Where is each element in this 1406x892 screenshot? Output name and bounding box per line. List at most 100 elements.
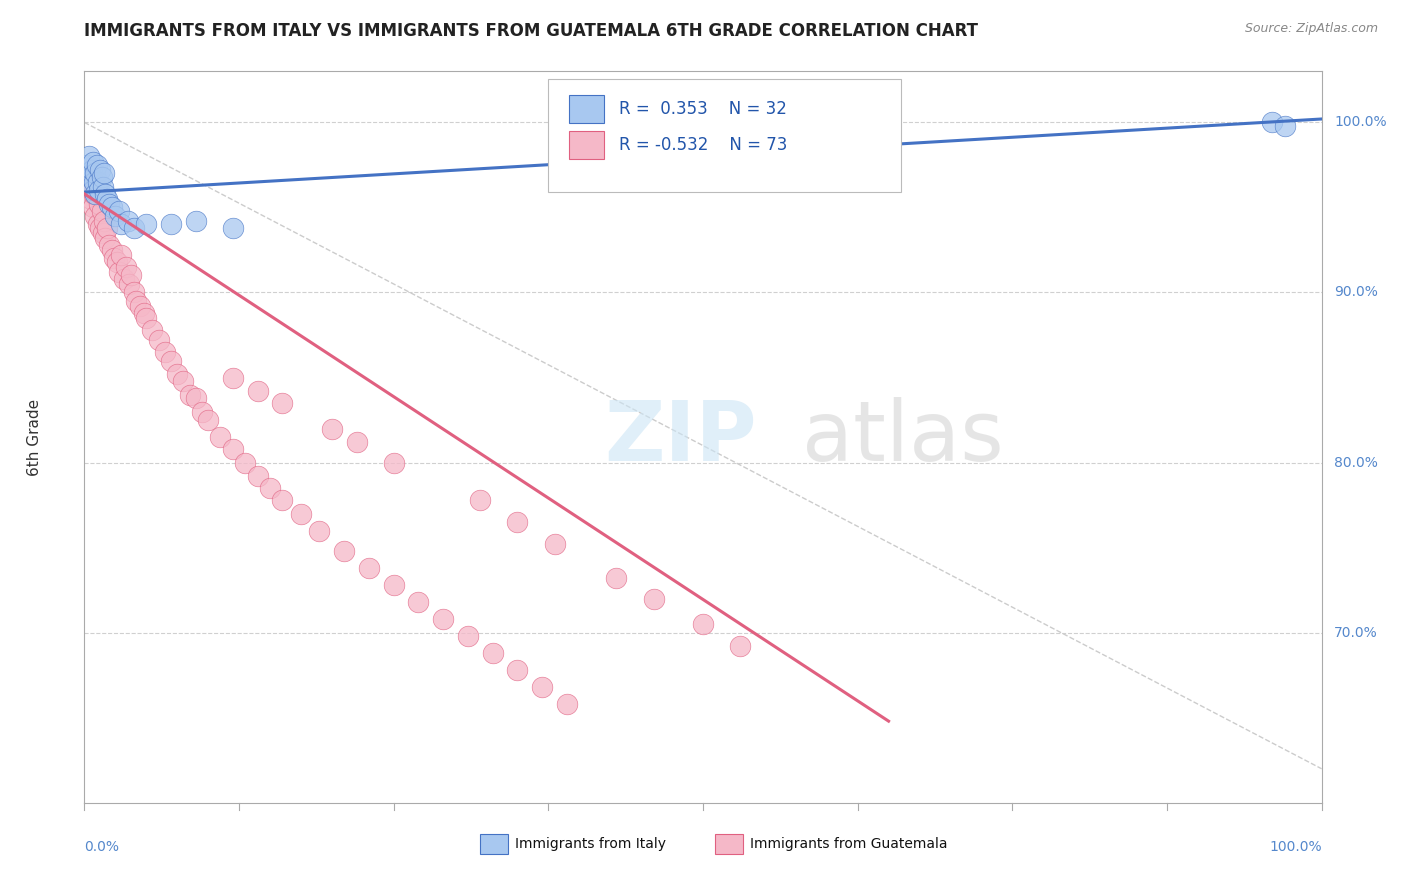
Point xyxy=(382,456,405,470)
Point xyxy=(110,218,132,232)
Text: 0.0%: 0.0% xyxy=(84,840,120,855)
Point xyxy=(346,435,368,450)
Point xyxy=(89,220,111,235)
Point xyxy=(94,231,117,245)
Point xyxy=(83,175,105,189)
Point xyxy=(83,186,105,201)
Text: R =  0.353    N = 32: R = 0.353 N = 32 xyxy=(619,100,787,118)
Point xyxy=(87,175,110,189)
Point xyxy=(222,220,245,235)
Point xyxy=(382,578,405,592)
Point xyxy=(457,629,479,643)
Point xyxy=(643,591,665,606)
Point xyxy=(82,201,104,215)
Point xyxy=(692,617,714,632)
Text: atlas: atlas xyxy=(801,397,1004,477)
Point xyxy=(246,469,269,483)
Point xyxy=(112,272,135,286)
Point xyxy=(79,169,101,184)
Point xyxy=(321,421,343,435)
Point xyxy=(94,186,117,201)
Point xyxy=(87,218,110,232)
Point xyxy=(506,515,529,529)
Point xyxy=(197,413,219,427)
Point xyxy=(100,201,122,215)
Text: Immigrants from Italy: Immigrants from Italy xyxy=(515,837,666,851)
Point xyxy=(89,183,111,197)
Point xyxy=(108,265,131,279)
Text: R = -0.532    N = 73: R = -0.532 N = 73 xyxy=(619,136,787,154)
Point xyxy=(96,192,118,206)
Point xyxy=(222,370,245,384)
Text: 6th Grade: 6th Grade xyxy=(27,399,42,475)
Point xyxy=(408,595,430,609)
Point xyxy=(470,493,492,508)
Text: 100.0%: 100.0% xyxy=(1334,115,1386,129)
Text: 70.0%: 70.0% xyxy=(1334,625,1378,640)
Point xyxy=(115,260,138,274)
Bar xyxy=(569,131,605,159)
Point xyxy=(89,163,111,178)
Point xyxy=(84,209,107,223)
Point xyxy=(271,493,294,508)
Point xyxy=(246,384,269,399)
Text: 90.0%: 90.0% xyxy=(1334,285,1378,300)
Point xyxy=(148,333,170,347)
FancyBboxPatch shape xyxy=(548,78,901,192)
Point xyxy=(129,299,152,313)
Point xyxy=(179,387,201,401)
Point xyxy=(271,396,294,410)
Point xyxy=(91,180,114,194)
Bar xyxy=(569,95,605,122)
Point xyxy=(90,169,112,184)
Point xyxy=(93,214,115,228)
Point xyxy=(118,277,141,291)
Point xyxy=(77,166,100,180)
Point xyxy=(80,169,103,184)
Point xyxy=(82,154,104,169)
Point xyxy=(333,544,356,558)
Bar xyxy=(716,833,742,854)
Point xyxy=(531,680,554,694)
Point xyxy=(98,197,121,211)
Point xyxy=(222,442,245,456)
Point xyxy=(93,166,115,180)
Point xyxy=(86,158,108,172)
Point xyxy=(308,524,330,538)
Point xyxy=(79,149,101,163)
Point xyxy=(77,183,100,197)
Point xyxy=(543,537,565,551)
Point xyxy=(80,163,103,178)
Point xyxy=(98,238,121,252)
Point xyxy=(432,612,454,626)
Point xyxy=(103,252,125,266)
Point xyxy=(141,323,163,337)
Point xyxy=(89,197,111,211)
Bar xyxy=(481,833,508,854)
Point xyxy=(76,175,98,189)
Point xyxy=(91,226,114,240)
Point xyxy=(166,367,188,381)
Point xyxy=(122,220,145,235)
Point xyxy=(160,218,183,232)
Point xyxy=(605,571,627,585)
Point xyxy=(110,248,132,262)
Text: 80.0%: 80.0% xyxy=(1334,456,1378,469)
Point xyxy=(82,183,104,197)
Point xyxy=(84,186,107,201)
Point xyxy=(160,353,183,368)
Point xyxy=(135,311,157,326)
Point xyxy=(120,268,142,283)
Point xyxy=(132,306,155,320)
Point xyxy=(76,158,98,172)
Point xyxy=(728,640,751,654)
Point xyxy=(104,209,127,223)
Point xyxy=(172,374,194,388)
Point xyxy=(117,214,139,228)
Point xyxy=(125,293,148,308)
Point xyxy=(191,404,214,418)
Point xyxy=(357,561,380,575)
Point xyxy=(184,391,207,405)
Point xyxy=(290,507,312,521)
Point xyxy=(84,166,107,180)
